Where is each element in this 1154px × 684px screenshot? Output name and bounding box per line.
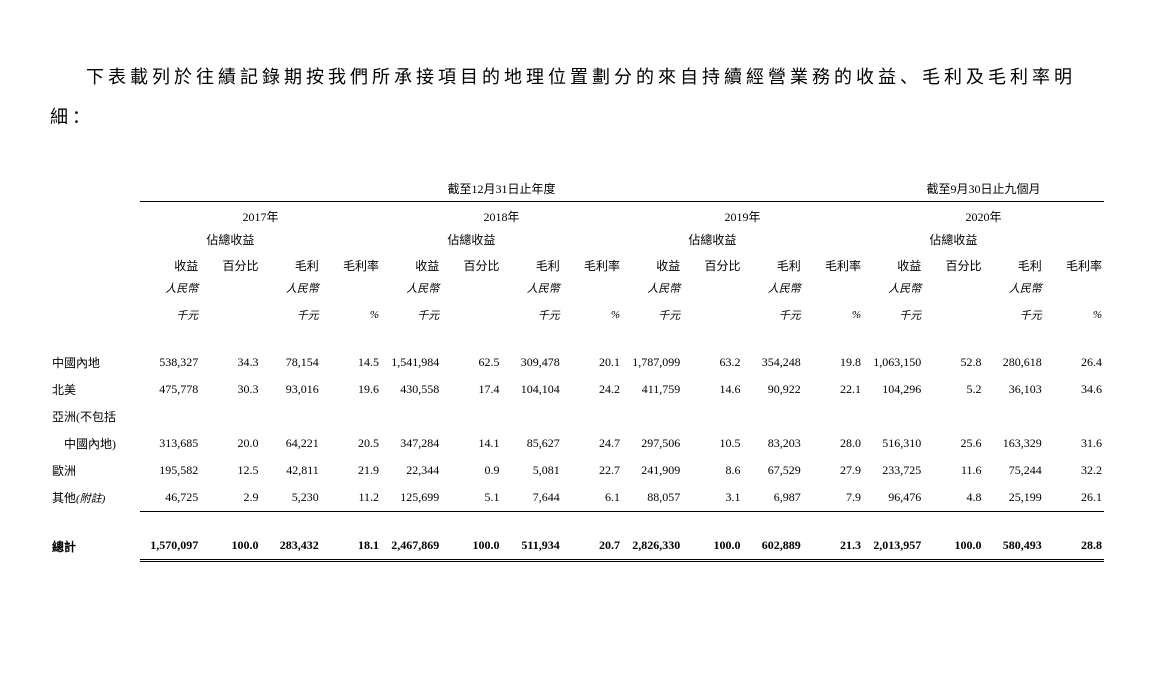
unit-thousand: 千元 (140, 304, 200, 331)
year-2019: 2019年 (622, 202, 863, 229)
pct-total-hdr: 佔總收益 (200, 228, 260, 251)
col-gp: 毛利 (261, 251, 321, 277)
unit-rmb: 人民幣 (140, 277, 200, 304)
table-row: 中國內地) 313,68520.064,22120.5 347,28414.18… (50, 430, 1104, 457)
intro-paragraph: 下表載列於往績記錄期按我們所承接項目的地理位置劃分的來自持續經營業務的收益、毛利… (50, 58, 1104, 137)
unit-pct: % (321, 304, 381, 331)
total-row: 總計 1,570,097100.0283,43218.1 2,467,86910… (50, 528, 1104, 561)
col-revenue: 收益 (140, 251, 200, 277)
period-nine-header: 截至9月30日止九個月 (863, 177, 1104, 202)
table-row: 亞洲(不包括 (50, 403, 1104, 430)
year-2018: 2018年 (381, 202, 622, 229)
period-annual-header: 截至12月31日止年度 (140, 177, 863, 202)
row-other-label: 其他(附註) (50, 484, 140, 511)
year-2020: 2020年 (863, 202, 1104, 229)
table-row: 歐洲 195,58212.542,81121.9 22,3440.95,0812… (50, 457, 1104, 484)
col-pct: 百分比 (200, 251, 260, 277)
col-gpm: 毛利率 (321, 251, 381, 277)
year-2017: 2017年 (140, 202, 381, 229)
table-row: 中國內地 538,32734.378,15414.5 1,541,98462.5… (50, 349, 1104, 376)
table-row: 北美 475,77830.393,01619.6 430,55817.4104,… (50, 376, 1104, 403)
table-row: 其他(附註) 46,7252.95,23011.2 125,6995.17,64… (50, 484, 1104, 511)
financial-table: 截至12月31日止年度 截至9月30日止九個月 2017年 2018年 2019… (50, 177, 1104, 562)
